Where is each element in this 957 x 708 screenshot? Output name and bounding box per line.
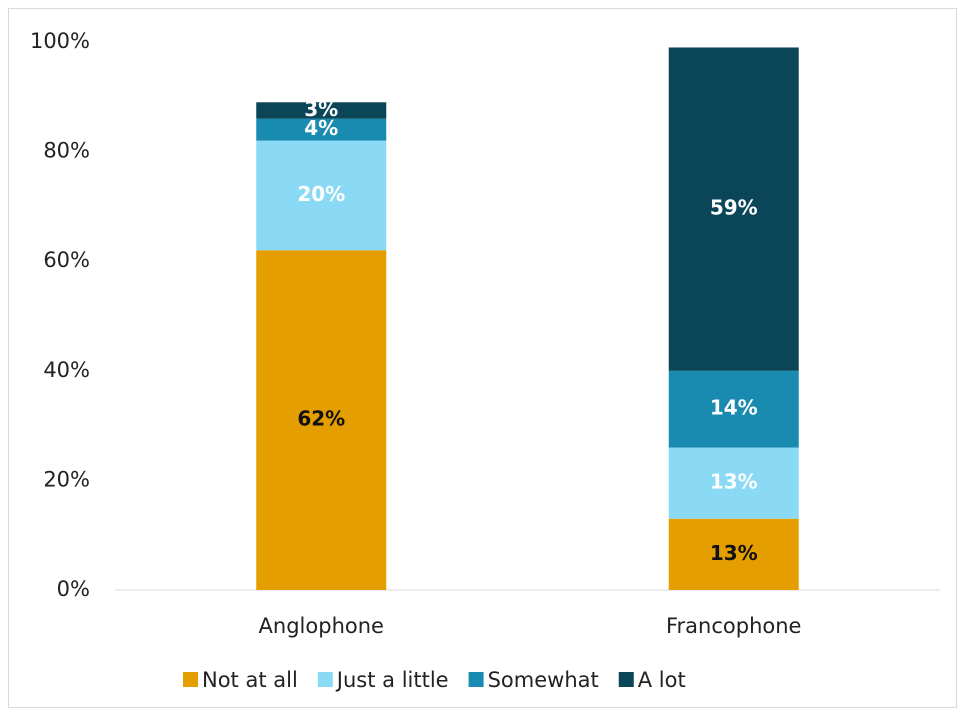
data-label: 13% [710, 541, 758, 565]
y-tick-label: 60% [43, 248, 90, 272]
legend-swatch [468, 672, 484, 687]
y-tick-label: 0% [57, 577, 90, 601]
bar-segment [256, 118, 387, 141]
data-label: 14% [710, 396, 758, 420]
data-label: 13% [710, 470, 758, 494]
legend-label: Somewhat [488, 668, 599, 692]
bar-segment [256, 102, 387, 119]
bar-segment [668, 47, 799, 371]
y-tick-label: 80% [43, 139, 90, 163]
bar-segment [668, 518, 799, 590]
legend-label: Not at all [202, 668, 298, 692]
legend-label: Just a little [335, 668, 449, 692]
legend-label: A lot [638, 668, 686, 692]
legend-swatch [317, 672, 333, 687]
y-tick-label: 40% [43, 358, 90, 382]
bar-segment [256, 250, 387, 591]
x-tick-label: Anglophone [259, 614, 384, 638]
legend-swatch [618, 672, 634, 687]
x-tick-label: Francophone [666, 614, 801, 638]
y-tick-label: 20% [43, 467, 90, 491]
bar-segment [668, 447, 799, 519]
bar-segment [256, 140, 387, 251]
data-label: 59% [710, 196, 758, 220]
legend-swatch [183, 672, 198, 687]
y-tick-label: 100% [30, 29, 90, 53]
data-label: 62% [297, 407, 345, 431]
bar-segment [668, 370, 799, 448]
data-label: 4% [304, 116, 338, 140]
data-label: 3% [304, 97, 338, 121]
chart-frame [8, 8, 957, 708]
data-label: 20% [297, 182, 345, 206]
